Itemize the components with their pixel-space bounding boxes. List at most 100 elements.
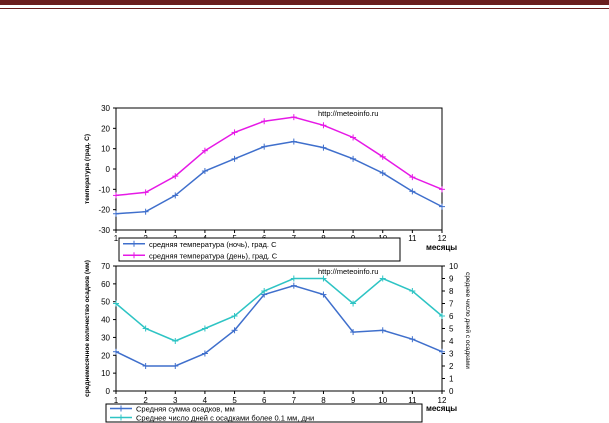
data-point [261, 118, 268, 125]
legend-label: средняя температура (день), град. С [149, 251, 278, 260]
watermark-text: http://meteoinfo.ru [318, 109, 378, 118]
data-point [113, 192, 119, 199]
data-point [320, 291, 327, 298]
legend-item: средняя температура (ночь), град. С [123, 240, 277, 249]
data-point [142, 325, 149, 332]
y-tick-label: 50 [101, 298, 110, 307]
x-tick-label: 7 [292, 396, 297, 405]
y-right-tick-label: 5 [449, 325, 454, 334]
y-right-tick-label: 1 [449, 375, 454, 384]
y-right-tick-label: 6 [449, 312, 454, 321]
y-axis-label: температура (град. С) [84, 134, 91, 204]
data-point [439, 186, 445, 193]
x-tick-label: 10 [378, 396, 387, 405]
y-tick-label: 10 [101, 145, 110, 154]
data-point [350, 155, 357, 162]
data-point [290, 114, 297, 121]
legend-label: средняя температура (ночь), град. С [149, 240, 277, 249]
legend-item: Средняя сумма осадков, мм [110, 405, 235, 414]
data-point [379, 275, 386, 282]
data-point [172, 363, 179, 369]
data-point [261, 143, 268, 150]
x-tick-label: 1 [114, 396, 119, 405]
y-right-tick-label: 9 [449, 275, 454, 284]
legend-item: Среднее число дней с осадками более 0.1 … [110, 414, 314, 423]
data-point [439, 348, 445, 355]
series-line [115, 284, 443, 367]
data-point [439, 203, 445, 210]
data-point [231, 155, 238, 162]
y-tick-label: 0 [106, 165, 111, 174]
y-right-tick-label: 4 [449, 337, 454, 346]
legend-label: Средняя сумма осадков, мм [136, 405, 235, 414]
y-tick-label: 70 [101, 262, 110, 271]
data-point [320, 144, 327, 151]
y-tick-label: 30 [101, 333, 110, 342]
data-point [261, 288, 268, 294]
y-tick-label: 20 [101, 351, 110, 360]
data-point [350, 134, 357, 141]
data-point [379, 153, 386, 160]
data-point [350, 329, 357, 336]
y-axis-label: среднемесячное количество осадков (мм) [84, 260, 91, 397]
data-point [142, 363, 149, 369]
x-tick-label: 8 [321, 396, 326, 405]
data-point [142, 208, 149, 215]
y-tick-label: 40 [101, 316, 110, 325]
data-point [201, 147, 208, 154]
x-tick-label: 12 [438, 396, 447, 405]
data-point [379, 170, 386, 177]
data-point [409, 336, 416, 343]
data-point [290, 282, 297, 289]
y-tick-label: -20 [98, 206, 110, 215]
data-point [439, 313, 445, 319]
data-point [231, 313, 238, 319]
data-point [350, 300, 357, 307]
x-tick-label: 6 [262, 396, 267, 405]
x-tick-label: 1 [114, 234, 119, 243]
x-tick-label: 12 [438, 234, 447, 243]
y-tick-label: 30 [101, 104, 110, 113]
header-rule-thin [0, 8, 609, 9]
chart-1: http://meteoinfo.ru-30-20-10010203012345… [84, 104, 457, 262]
y-right-tick-label: 10 [449, 262, 458, 271]
data-point [172, 192, 179, 199]
data-point [320, 122, 327, 129]
y-right-tick-label: 3 [449, 350, 454, 359]
legend: средняя температура (ночь), град. С средн… [118, 237, 401, 262]
y-right-tick-label: 2 [449, 362, 454, 371]
legend-frame [105, 403, 423, 423]
data-point [290, 275, 297, 282]
y-right-tick-label: 0 [449, 387, 454, 396]
legend-frame [118, 237, 401, 262]
header-rule [0, 0, 609, 5]
data-point [231, 129, 238, 136]
series-line [115, 140, 443, 215]
y-axis-label-right: среднее число дней с осадками [464, 272, 472, 369]
y-tick-label: 20 [101, 124, 110, 133]
x-tick-label: 11 [408, 234, 417, 243]
data-point [409, 188, 416, 195]
y-tick-label: 60 [101, 280, 110, 289]
data-point [142, 189, 149, 196]
data-point [231, 327, 238, 334]
data-point [113, 348, 119, 355]
data-point [409, 174, 416, 181]
y-right-tick-label: 8 [449, 287, 454, 296]
x-tick-label: 9 [351, 396, 356, 405]
data-point [379, 327, 386, 334]
data-point [113, 300, 119, 307]
y-right-tick-label: 7 [449, 300, 454, 309]
y-tick-label: -30 [98, 226, 110, 235]
y-tick-label: -10 [98, 185, 110, 194]
y-tick-label: 0 [106, 387, 111, 396]
data-point [201, 325, 208, 332]
data-point [113, 210, 119, 217]
series-line [115, 277, 443, 342]
series-line [115, 116, 443, 197]
x-axis-label: месяцы [426, 404, 457, 413]
legend-item: средняя температура (день), град. С [123, 251, 278, 260]
data-point [290, 138, 297, 145]
